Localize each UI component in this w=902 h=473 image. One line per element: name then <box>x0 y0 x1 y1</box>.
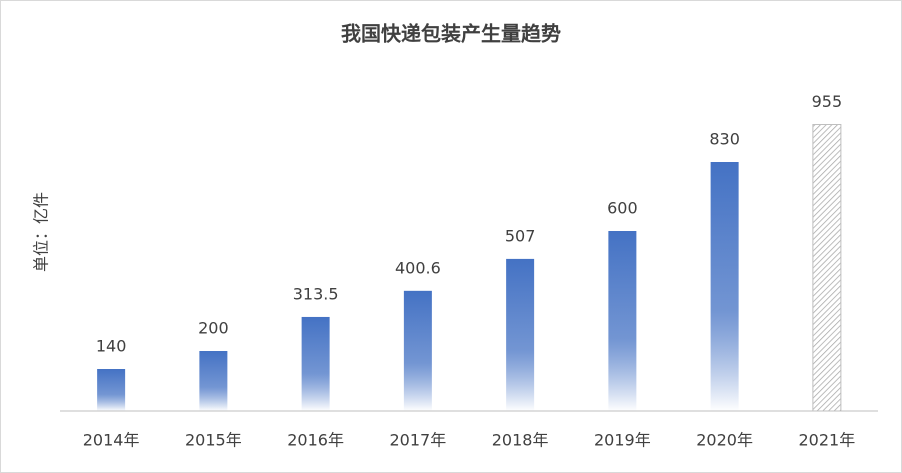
bar <box>812 124 842 412</box>
bar <box>710 162 739 411</box>
data-label: 507 <box>505 226 536 245</box>
bar <box>608 231 637 411</box>
x-tick-label: 2015年 <box>185 431 242 450</box>
data-label: 140 <box>96 337 127 356</box>
data-label: 200 <box>198 319 229 338</box>
x-tick-label: 2014年 <box>83 431 140 450</box>
x-tick-label: 2016年 <box>287 431 344 450</box>
y-axis-label: 单位：亿件 <box>32 192 51 272</box>
x-tick-label: 2019年 <box>594 431 651 450</box>
bar <box>403 290 432 411</box>
chart-title: 我国快递包装产生量趋势 <box>341 22 561 46</box>
bar <box>301 316 330 411</box>
x-tick-label: 2018年 <box>492 431 549 450</box>
data-label: 600 <box>607 199 638 218</box>
bar <box>506 258 535 411</box>
data-label: 955 <box>812 92 843 111</box>
x-tick-label: 2021年 <box>799 431 856 450</box>
data-label: 400.6 <box>395 258 441 277</box>
data-label: 313.5 <box>293 284 339 303</box>
bar <box>97 369 126 411</box>
data-label: 830 <box>709 130 740 149</box>
x-tick-label: 2017年 <box>390 431 447 450</box>
bar <box>199 351 228 411</box>
x-tick-label: 2020年 <box>696 431 753 450</box>
